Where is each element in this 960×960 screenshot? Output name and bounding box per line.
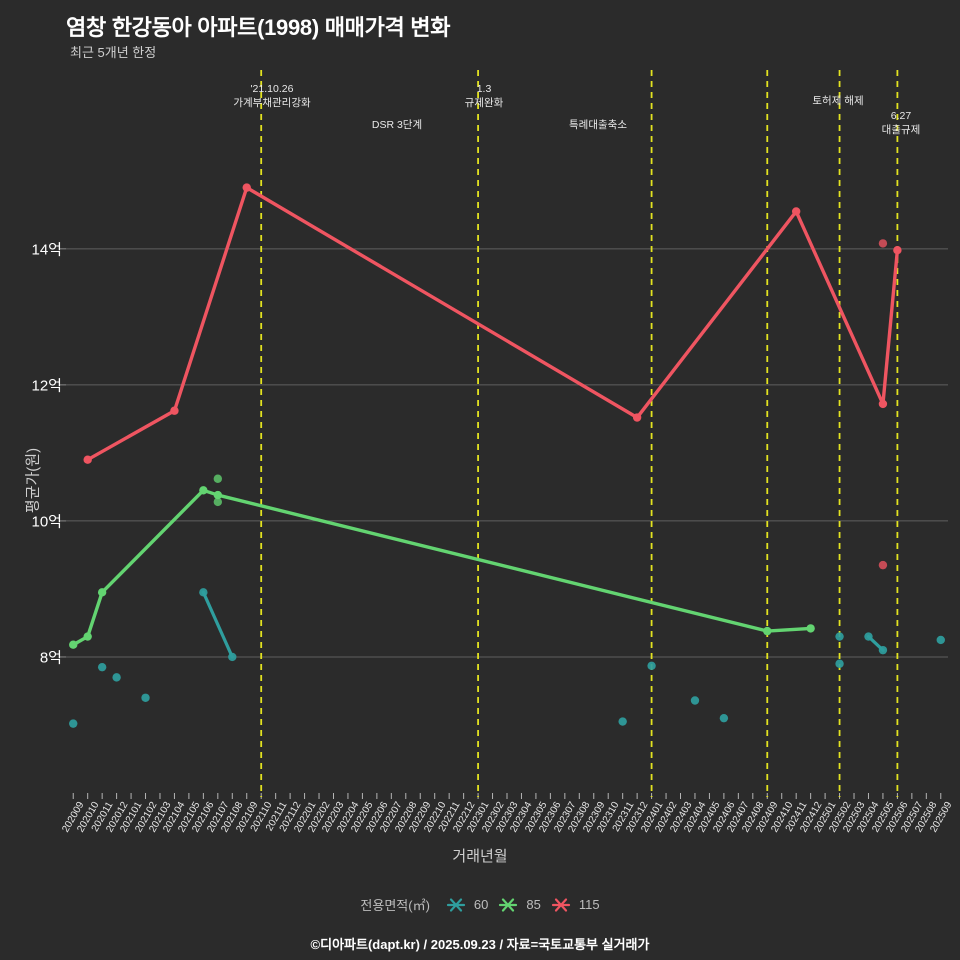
data-point-85[interactable] [199, 486, 208, 495]
data-point-115[interactable] [170, 406, 179, 415]
data-point-60[interactable] [69, 719, 78, 728]
event-annotation-label: 토허제 해제 [812, 94, 863, 108]
legend-title: 전용면적(㎡) [360, 898, 430, 913]
event-annotation-line: 특례대출축소 [569, 119, 627, 131]
event-annotation-line: 규제완화 [464, 97, 504, 110]
data-point-85[interactable] [806, 624, 815, 633]
data-point-85[interactable] [213, 490, 223, 500]
data-point-60[interactable] [835, 659, 844, 668]
data-point-85[interactable] [69, 640, 78, 649]
data-point-115[interactable] [791, 207, 801, 216]
data-point-85[interactable] [83, 632, 92, 641]
event-annotation-line: 대출규제 [881, 124, 921, 137]
event-annotation-label: 1.3 규제완화 [465, 82, 504, 110]
event-annotation-line: 토허제 해제 [812, 95, 864, 107]
event-annotation-line: DSR 3단계 [371, 119, 423, 131]
legend-label-115: 115 [578, 897, 600, 912]
data-point-115[interactable] [83, 455, 92, 464]
data-point-115[interactable] [878, 239, 888, 248]
event-annotation-line: 1.3 [476, 83, 492, 95]
data-point-60[interactable] [112, 673, 121, 682]
data-point-60[interactable] [719, 713, 729, 723]
data-point-60[interactable] [647, 661, 656, 671]
data-point-115[interactable] [893, 245, 902, 255]
data-point-60[interactable] [878, 645, 888, 655]
data-point-115[interactable] [878, 560, 888, 570]
data-point-60[interactable] [228, 652, 237, 662]
x-axis-label: 거래년월 [452, 848, 508, 865]
data-point-60[interactable] [199, 588, 208, 597]
legend-marker-icon [446, 897, 466, 912]
legend-item-115[interactable]: 115 [550, 896, 600, 914]
data-point-115[interactable] [878, 399, 888, 409]
data-point-85[interactable] [213, 474, 223, 483]
data-point-60[interactable] [835, 632, 844, 641]
data-point-60[interactable] [618, 717, 627, 726]
data-point-60[interactable] [690, 696, 700, 705]
event-annotation-label: '21.10.26 가계부채관리강화 [233, 82, 310, 110]
event-annotation-label: DSR 3단계 [372, 118, 422, 132]
page-subtitle: 최근 5개년 한정 [70, 45, 157, 60]
series-segment-60 [201, 590, 234, 659]
y-tick-label-text: 12억 [31, 377, 63, 395]
series-line-85 [71, 488, 813, 647]
data-point-115[interactable] [242, 183, 251, 192]
legend-item-60[interactable]: 60 [445, 896, 488, 914]
legend-item-85[interactable]: 85 [497, 896, 541, 914]
data-point-60[interactable] [141, 693, 150, 702]
legend-marker-icon [551, 897, 570, 912]
data-point-85[interactable] [213, 497, 223, 507]
series-line-115 [85, 185, 900, 462]
page-title: 염창 한강동아 아파트(1998) 매매가격 변화 [66, 15, 451, 40]
event-annotation-label: 6.27 대출규제 [882, 109, 921, 137]
footer-credit: ©디아파트(dapt.kr) / 2025.09.23 / 자료=국토교통부 실… [310, 937, 650, 952]
legend-marker-icon [499, 897, 518, 912]
data-point-85[interactable] [763, 626, 772, 636]
y-tick-label-text: 14억 [31, 241, 63, 259]
event-annotation-line: 가계부채관리강화 [233, 97, 311, 110]
data-point-60[interactable] [97, 662, 107, 672]
data-point-85[interactable] [97, 588, 107, 597]
event-annotation-label: 특례대출축소 [569, 118, 627, 132]
legend-label-60: 60 [473, 897, 489, 912]
event-annotation-line: 6.27 [890, 110, 912, 122]
legend-label-85: 85 [526, 897, 541, 912]
data-point-60[interactable] [936, 635, 945, 645]
data-point-60[interactable] [864, 632, 873, 641]
event-annotation-line: '21.10.26 [250, 83, 294, 95]
chart-legend: 전용면적(㎡) 60 85 115 [0, 895, 960, 914]
y-tick-label-text: 10억 [31, 513, 63, 531]
y-tick-label-text: 8억 [39, 649, 62, 667]
data-point-115[interactable] [632, 413, 642, 422]
y-axis-label: 평균가(원) [24, 447, 42, 514]
